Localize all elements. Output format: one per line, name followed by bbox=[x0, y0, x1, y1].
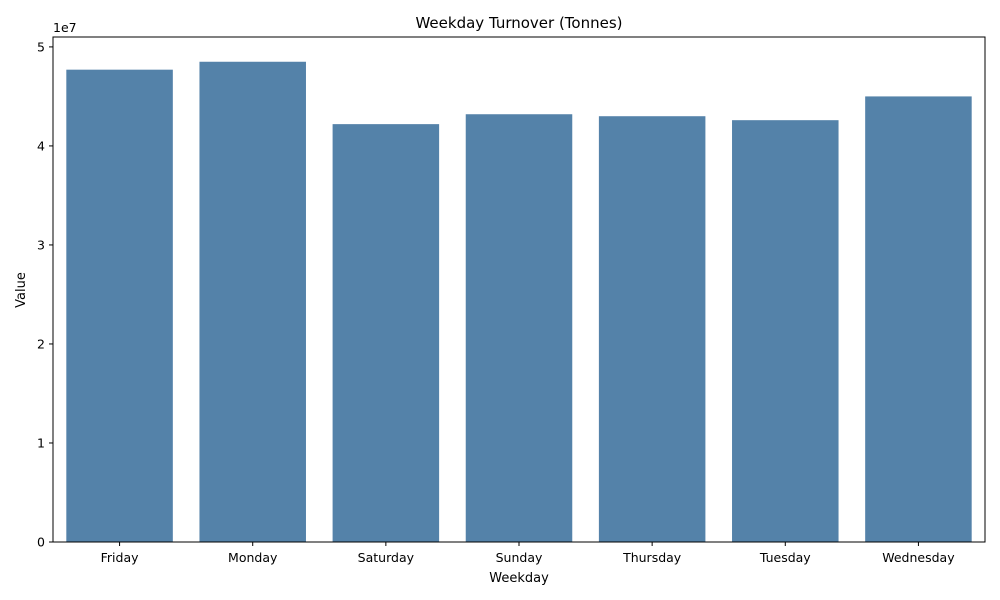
y-tick-label: 4 bbox=[37, 138, 45, 153]
bar-friday bbox=[66, 69, 173, 543]
y-axis-label: Value bbox=[14, 272, 29, 308]
y-tick-label: 3 bbox=[37, 237, 45, 252]
x-tick-label: Tuesday bbox=[759, 550, 811, 565]
bar-wednesday bbox=[865, 96, 972, 542]
x-tick-label: Wednesday bbox=[882, 550, 955, 565]
y-axis-ticks: 0 1 2 3 4 5 bbox=[37, 39, 53, 550]
x-tick-label: Thursday bbox=[622, 550, 682, 565]
x-tick-label: Friday bbox=[101, 550, 139, 565]
bar-thursday bbox=[598, 116, 706, 542]
bar-saturday bbox=[332, 124, 440, 542]
y-tick-label: 1 bbox=[37, 435, 45, 450]
y-tick-label: 5 bbox=[37, 39, 45, 54]
x-tick-label: Sunday bbox=[496, 550, 543, 565]
x-axis-ticks: Friday Monday Saturday Sunday Thursday Tuesda… bbox=[101, 542, 955, 565]
y-tick-label: 0 bbox=[37, 535, 45, 550]
plot-frame bbox=[52, 36, 986, 543]
bar-monday bbox=[199, 61, 306, 542]
bar-tuesday bbox=[732, 120, 839, 543]
y-tick-label: 2 bbox=[37, 336, 45, 351]
x-tick-label: Monday bbox=[228, 550, 278, 565]
y-axis-offset-label: 1e7 bbox=[53, 20, 77, 35]
x-axis-label: Weekday bbox=[489, 571, 549, 586]
bar-sunday bbox=[465, 114, 573, 542]
chart-title: Weekday Turnover (Tonnes) bbox=[415, 14, 622, 32]
x-tick-label: Saturday bbox=[358, 550, 415, 565]
bars-group bbox=[66, 61, 972, 543]
